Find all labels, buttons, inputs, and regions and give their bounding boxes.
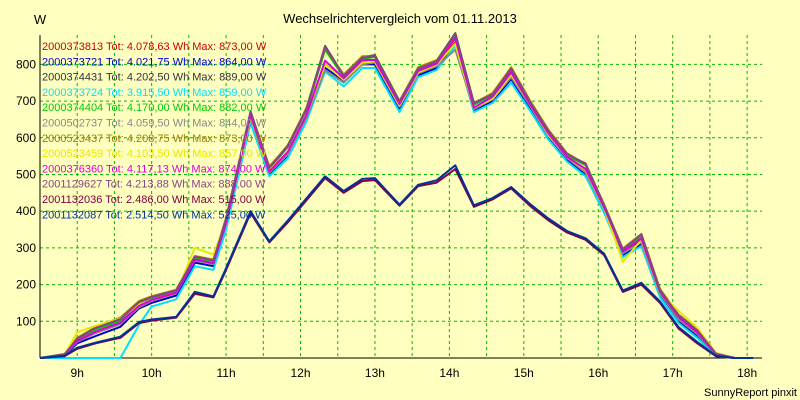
x-tick-labels: 9h 10h 11h 12h 13h 14h 15h 16h 17h 18h	[71, 366, 758, 380]
x-tick-label: 9h	[71, 366, 84, 380]
x-tick-label: 18h	[737, 366, 757, 380]
x-tick-label: 14h	[439, 366, 459, 380]
chart-title: Wechselrichtervergleich vom 01.11.2013	[283, 11, 517, 26]
legend: 2000373813 Tot: 4.078,63 Wh Max: 873,00 …	[42, 41, 267, 221]
x-tick-label: 11h	[217, 366, 236, 380]
y-tick-label: 700	[16, 94, 36, 108]
y-tick-labels: 100 200 300 400 500 600 700 800	[16, 57, 36, 328]
legend-entry-2000376360: 2000376360 Tot: 4.117,13 Wh Max: 874,00 …	[42, 163, 266, 175]
y-tick-label: 600	[16, 131, 36, 145]
y-tick-label: 200	[16, 278, 36, 292]
legend-entry-2001129627: 2001129627 Tot: 4.213,88 Wh Max: 888,00 …	[42, 179, 266, 191]
x-tick-label: 17h	[663, 366, 683, 380]
x-tick-label: 10h	[142, 366, 162, 380]
x-tick-label: 13h	[365, 366, 385, 380]
legend-entry-2000374431: 2000374431 Tot: 4.202,50 Wh Max: 889,00 …	[42, 72, 267, 84]
y-axis-unit: W	[34, 12, 47, 27]
series-line-2001129627	[39, 32, 754, 359]
legend-entry-2000502737: 2000502737 Tot: 4.059,50 Wh Max: 844,00 …	[42, 118, 267, 130]
legend-entry-2000523437: 2000523437 Tot: 4.208,75 Wh Max: 873,00 …	[42, 133, 267, 145]
legend-entry-2000523459: 2000523459 Tot: 4.103,50 Wh Max: 857,00 …	[42, 148, 267, 160]
series-line-2001132087	[39, 164, 754, 359]
x-tick-label: 12h	[290, 366, 310, 380]
grid	[40, 35, 762, 358]
footer-credit: SunnyReport pinxit	[704, 387, 797, 399]
series-lines	[39, 32, 754, 359]
x-tick-label: 16h	[588, 366, 608, 380]
x-tick-label: 15h	[514, 366, 534, 380]
legend-entry-2001132087: 2001132087 Tot: 2.514,50 Wh Max: 525,00 …	[42, 209, 266, 221]
y-tick-label: 300	[16, 241, 36, 255]
y-tick-label: 100	[16, 314, 36, 328]
y-tick-label: 400	[16, 204, 36, 218]
series-line-2000373724	[40, 45, 754, 359]
legend-entry-2001132036: 2001132036 Tot: 2.486,00 Wh Max: 515,00 …	[42, 194, 266, 206]
legend-entry-2000374404: 2000374404 Tot: 4.170,00 Wh Max: 882,00 …	[42, 102, 267, 114]
series-line-2000376360	[39, 36, 754, 359]
legend-entry-2000373813: 2000373813 Tot: 4.078,63 Wh Max: 873,00 …	[42, 41, 267, 53]
axes	[39, 35, 762, 359]
legend-entry-2000373721: 2000373721 Tot: 4.021,75 Wh Max: 864,00 …	[42, 56, 267, 68]
legend-entry-2000373724: 2000373724 Tot: 3.915,50 Wh Max: 859,00 …	[42, 87, 267, 99]
y-tick-label: 800	[16, 57, 36, 71]
y-tick-label: 500	[16, 167, 36, 181]
